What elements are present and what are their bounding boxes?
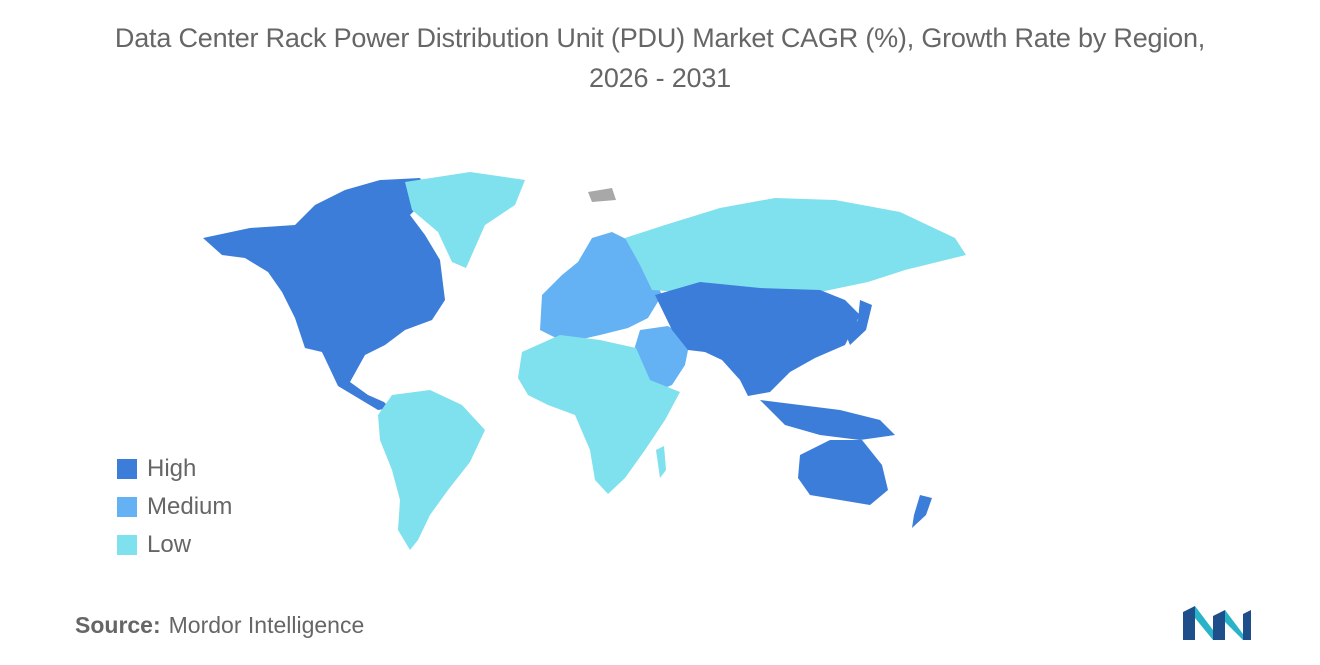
legend-label-low: Low: [147, 531, 192, 558]
chart-title-line-2: 2026 - 2031: [589, 63, 731, 93]
region-australia: [798, 440, 888, 505]
region-new-zealand: [912, 495, 932, 528]
legend-item-high: High: [117, 450, 232, 488]
region-madagascar: [656, 446, 666, 478]
mordor-intelligence-logo: [1183, 606, 1251, 640]
legend-label-high: High: [147, 455, 197, 482]
logo-center-bar: [1213, 610, 1225, 640]
region-africa: [518, 335, 680, 494]
chart-title: Data Center Rack Power Distribution Unit…: [0, 18, 1320, 98]
logo-right-bar: [1243, 610, 1251, 640]
source-key: Source:: [75, 612, 161, 638]
legend-item-low: Low: [117, 526, 232, 564]
region-central-america: [322, 352, 390, 410]
logo-left-bar: [1183, 606, 1195, 640]
region-south-america: [378, 390, 485, 550]
region-svalbard-no-data: [588, 188, 616, 202]
region-japan: [846, 300, 872, 345]
region-north-america: [203, 178, 445, 382]
legend-swatch-low: [117, 535, 137, 555]
source-attribution: Source: Mordor Intelligence: [75, 612, 364, 639]
region-southeast-asia: [760, 400, 895, 440]
region-greenland: [405, 172, 525, 268]
legend-swatch-medium: [117, 497, 137, 517]
region-asia-pacific: [655, 282, 860, 396]
logo-right-diagonal: [1225, 610, 1243, 640]
logo-left-diagonal: [1195, 606, 1213, 640]
legend-swatch-high: [117, 459, 137, 479]
legend-item-medium: Medium: [117, 488, 232, 526]
legend: High Medium Low: [117, 450, 232, 564]
source-value: Mordor Intelligence: [168, 612, 365, 638]
legend-label-medium: Medium: [147, 493, 233, 520]
region-russia: [625, 198, 966, 294]
region-europe: [540, 232, 662, 340]
chart-title-line-1: Data Center Rack Power Distribution Unit…: [114, 23, 1206, 53]
